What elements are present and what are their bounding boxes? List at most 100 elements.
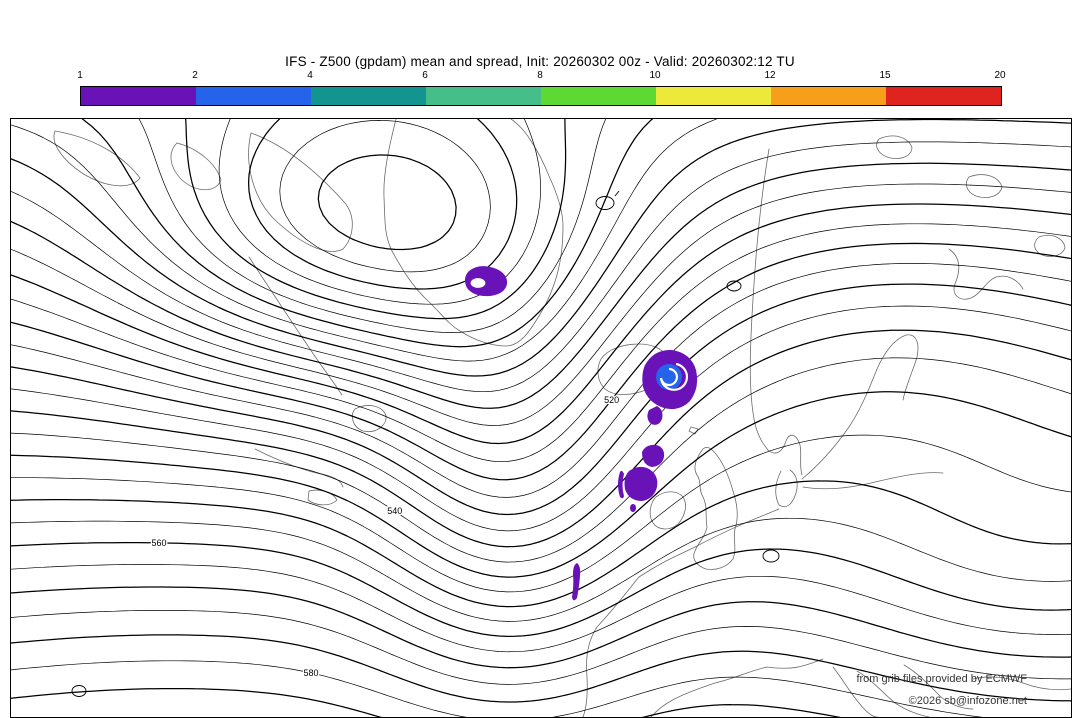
contour-line-572 (11, 610, 1071, 685)
spread-blob-hole (469, 276, 487, 290)
chart-title: IFS - Z500 (gpdam) mean and spread, Init… (285, 54, 795, 69)
contour-line-492 (11, 119, 717, 362)
colorbar (80, 86, 1002, 106)
arctic-island-coast (248, 132, 353, 252)
colorbar-tick-4: 4 (307, 70, 313, 81)
closed-contours-layer (71, 190, 780, 697)
colorbar-tick-12: 12 (764, 70, 776, 81)
contour-line-560 (11, 541, 1071, 638)
nova-scotia-coast (307, 489, 338, 506)
balkan-coast (903, 664, 974, 710)
contour-line-564 (11, 564, 1071, 653)
colorbar-tick-20: 20 (994, 70, 1006, 81)
colorbar-tick-15: 15 (879, 70, 891, 81)
spread-blob-west-ireland (624, 466, 658, 501)
map-frame: 520 540 560 580 from grib files provided by… (10, 118, 1072, 718)
colorbar-tick-8: 8 (537, 70, 543, 81)
colorbar-segment-7 (771, 87, 886, 105)
denmark-coast (775, 469, 798, 508)
arctic-island-coast (53, 130, 141, 187)
mediterranean-east-coast (972, 676, 1071, 691)
contour-line-508 (11, 183, 1071, 426)
contour-label-580: 580 (303, 668, 318, 678)
attribution-source: from grib files provided by ECMWF (856, 673, 1027, 685)
spread-sliver-west-iberia (572, 563, 581, 601)
closed-contour-small (762, 549, 780, 563)
italy-west-coast (832, 666, 878, 717)
colorbar-tick-6: 6 (422, 70, 428, 81)
colorbar-segment-5 (541, 87, 656, 105)
arctic-ne-island-coast (965, 174, 1003, 198)
newfoundland-coast (352, 405, 387, 433)
contour-line-468 (279, 120, 491, 273)
spread-blob-west-scotland (642, 444, 665, 467)
contour-line-548 (11, 434, 1071, 593)
colorbar-segment-2 (196, 87, 311, 105)
colorbar-segment-8 (886, 87, 1001, 105)
contour-line-552 (11, 480, 1071, 608)
contour-label-540: 540 (387, 506, 402, 516)
colorbar-tick-2: 2 (192, 70, 198, 81)
contour-line-496 (11, 119, 1071, 377)
closed-contour-high (595, 196, 615, 210)
contour-line-556 (11, 517, 1071, 622)
ireland-coast (649, 491, 686, 530)
contour-line-488 (81, 119, 653, 348)
contour-line-504 (11, 162, 1071, 409)
contour-line-512 (11, 203, 1071, 445)
contour-line-576 (11, 634, 1071, 703)
coastlines-layer (53, 119, 1071, 717)
closed-contour-tick (614, 190, 620, 197)
colorbar-segment-3 (311, 87, 426, 105)
contour-line-584 (11, 687, 842, 717)
contour-line-480 (185, 119, 567, 320)
contour-line-532 (11, 305, 1071, 532)
contour-line-464 (317, 154, 457, 251)
baltic-south-coast (802, 472, 944, 490)
spread-sliver-west-ireland (618, 470, 624, 499)
spread-overlay-layer (464, 266, 698, 601)
colorbar-segment-1 (81, 87, 196, 105)
map-svg: 520 540 560 580 from grib files provided by… (11, 119, 1071, 717)
contour-line-536 (11, 329, 1071, 548)
gulf-coast (254, 448, 344, 488)
arctic-island-coast (170, 142, 222, 191)
spread-vortex-spiral (659, 362, 689, 391)
contours-layer (11, 119, 1071, 717)
contour-line-520 (11, 242, 1071, 481)
closed-contour-small (726, 280, 742, 292)
kola-coast (948, 248, 1024, 300)
labrador-coast (248, 256, 343, 396)
greenland-coast (383, 119, 564, 347)
spread-blob-iceland-tail (647, 406, 663, 425)
skagerrak-coast (767, 434, 803, 476)
north-sea-biscay-coast (582, 508, 780, 717)
iberia-east-coast (650, 658, 824, 717)
contour-line-524 (11, 263, 1071, 498)
closed-contour-small (71, 685, 87, 697)
contour-line-500 (11, 141, 1071, 393)
colorbar-ticks: 1 2 4 6 8 10 12 15 20 (77, 70, 1005, 83)
great-britain-coast (693, 446, 738, 570)
colorbar-tick-10: 10 (649, 70, 661, 81)
contour-label-560: 560 (151, 538, 166, 548)
contour-line-544 (11, 391, 1071, 578)
norway-coast (749, 148, 770, 451)
contour-line-568 (11, 586, 1071, 669)
contour-line-472 (247, 119, 518, 290)
attribution-copyright: ©2026 sb@infozone.net (909, 695, 1027, 707)
faroe-coast (688, 426, 699, 435)
spread-dot (630, 504, 636, 512)
baltic-coast (801, 334, 919, 480)
contour-line-540 (11, 357, 1071, 563)
arctic-ne-island-coast (876, 135, 913, 159)
contour-line-528 (11, 283, 1071, 516)
contour-line-580 (11, 660, 983, 717)
contour-line-484 (138, 119, 607, 333)
colorbar-tick-1: 1 (77, 70, 83, 81)
adriatic-coast (856, 670, 930, 717)
contour-line-516 (11, 223, 1071, 463)
colorbar-segment-6 (656, 87, 771, 105)
contour-labels-layer: 520 540 560 580 (150, 394, 620, 680)
